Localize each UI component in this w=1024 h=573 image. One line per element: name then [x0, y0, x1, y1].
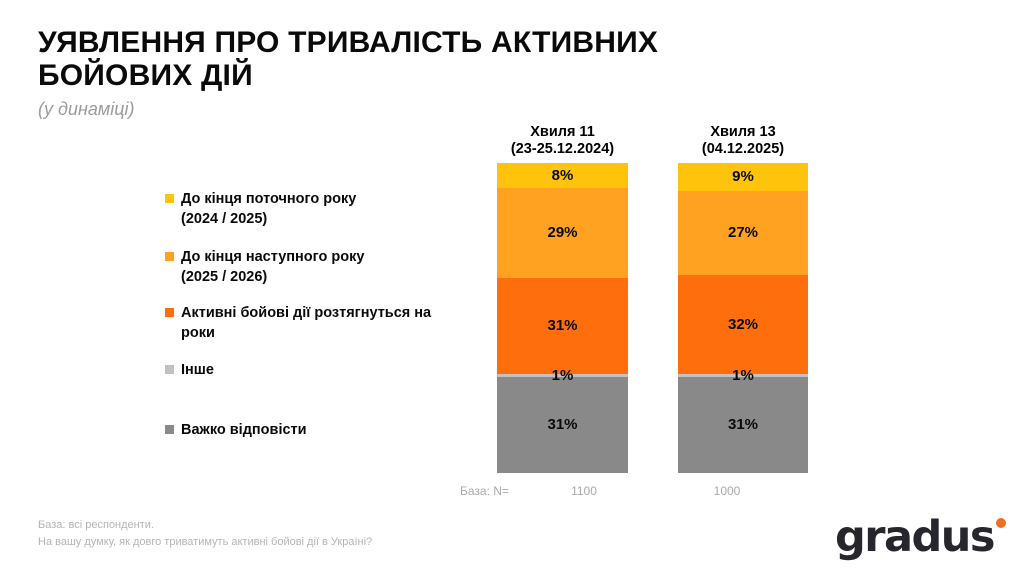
- legend-label: Активні бойові дії розтягнуться на роки: [181, 304, 431, 343]
- bar-segment-label: 29%: [547, 224, 578, 242]
- legend-item: Активні бойові дії розтягнуться на роки: [165, 304, 475, 343]
- legend-item: До кінця наступного року (2025 / 2026): [165, 248, 475, 287]
- legend-label-line: (2025 / 2026): [181, 268, 268, 285]
- bar-segment: 32%: [678, 274, 808, 374]
- bar-column: 8% 29% 31% 1% 31%: [497, 163, 628, 473]
- bar-segment: 29%: [497, 187, 628, 278]
- legend-marker-icon: [165, 252, 174, 261]
- legend-label: Інше: [181, 361, 214, 381]
- column-header: Хвиля 13 (04.12.2025): [648, 124, 838, 159]
- bar-segment-label: 31%: [547, 317, 578, 335]
- page-subtitle: (у динаміці): [38, 99, 135, 119]
- footer-note: База: всі респонденти. На вашу думку, як…: [38, 517, 372, 550]
- legend-marker-icon: [165, 425, 174, 434]
- bar-segment: 8%: [497, 163, 628, 188]
- bar-segment-label: 1%: [551, 366, 574, 384]
- gradus-logo-dot-icon: [996, 518, 1006, 528]
- legend-label-line: роки: [181, 324, 215, 341]
- legend-marker-icon: [165, 365, 174, 374]
- bar-segment: 1%: [678, 368, 808, 383]
- legend-label-line: (2024 / 2025): [181, 210, 268, 227]
- column-header-line2: (23-25.12.2024): [510, 141, 615, 158]
- bar-segment-label: 31%: [727, 416, 759, 434]
- bar-segment-label: 9%: [732, 168, 754, 186]
- legend-label: До кінця поточного року (2024 / 2025): [181, 190, 356, 229]
- bar-segment-label: 8%: [551, 166, 574, 184]
- bar-segment: 9%: [678, 163, 808, 191]
- bar-segment-label: 1%: [732, 366, 754, 384]
- base-value: 1000: [713, 484, 741, 498]
- legend-label-line: До кінця поточного року: [181, 191, 357, 207]
- page-title-line2: БОЙОВИХ ДІЙ: [38, 59, 253, 92]
- legend-item: Важко відповісти: [165, 421, 475, 441]
- page-title-line1: УЯВЛЕННЯ ПРО ТРИВАЛІСТЬ АКТИВНИХ: [38, 26, 659, 59]
- bar-segment-label: 31%: [547, 416, 578, 434]
- page-title: УЯВЛЕННЯ ПРО ТРИВАЛІСТЬ АКТИВНИХ БОЙОВИХ…: [38, 26, 778, 92]
- legend-item: До кінця поточного року (2024 / 2025): [165, 190, 475, 229]
- base-row-label: База: N=: [460, 484, 509, 498]
- legend-label: До кінця наступного року (2025 / 2026): [181, 248, 364, 287]
- bar-segment: 1%: [497, 368, 628, 383]
- column-header: Хвиля 11 (23-25.12.2024): [468, 124, 658, 159]
- footer-note-line1: База: всі респонденти.: [38, 519, 154, 531]
- bar-segment: 31%: [497, 376, 628, 473]
- column-header-line1: Хвиля 11: [530, 124, 595, 140]
- legend-label-line: До кінця наступного року: [181, 249, 365, 265]
- bar-segment-label: 27%: [727, 224, 759, 242]
- legend-marker-icon: [165, 194, 174, 203]
- gradus-logo: gradus: [835, 516, 1006, 566]
- bar-segment: 31%: [497, 277, 628, 374]
- footer-note-line2: На вашу думку, як довго триватимуть акти…: [38, 535, 373, 548]
- gradus-logo-text: gradus: [835, 512, 996, 562]
- legend-label-line: Активні бойові дії розтягнуться на: [181, 305, 432, 321]
- legend-label-line: Інше: [181, 362, 214, 378]
- column-header-line2: (04.12.2025): [701, 141, 785, 158]
- bar-segment-label: 32%: [727, 315, 759, 333]
- legend-item: Інше: [165, 361, 475, 381]
- column-header-line1: Хвиля 13: [710, 124, 776, 140]
- bar-column: 9% 27% 32% 1% 31%: [678, 163, 808, 473]
- legend-label: Важко відповісти: [181, 421, 307, 441]
- legend-marker-icon: [165, 308, 174, 317]
- bar-segment: 27%: [678, 190, 808, 275]
- bar-segment: 31%: [678, 376, 808, 473]
- base-value: 1100: [571, 484, 597, 498]
- legend-label-line: Важко відповісти: [181, 422, 307, 438]
